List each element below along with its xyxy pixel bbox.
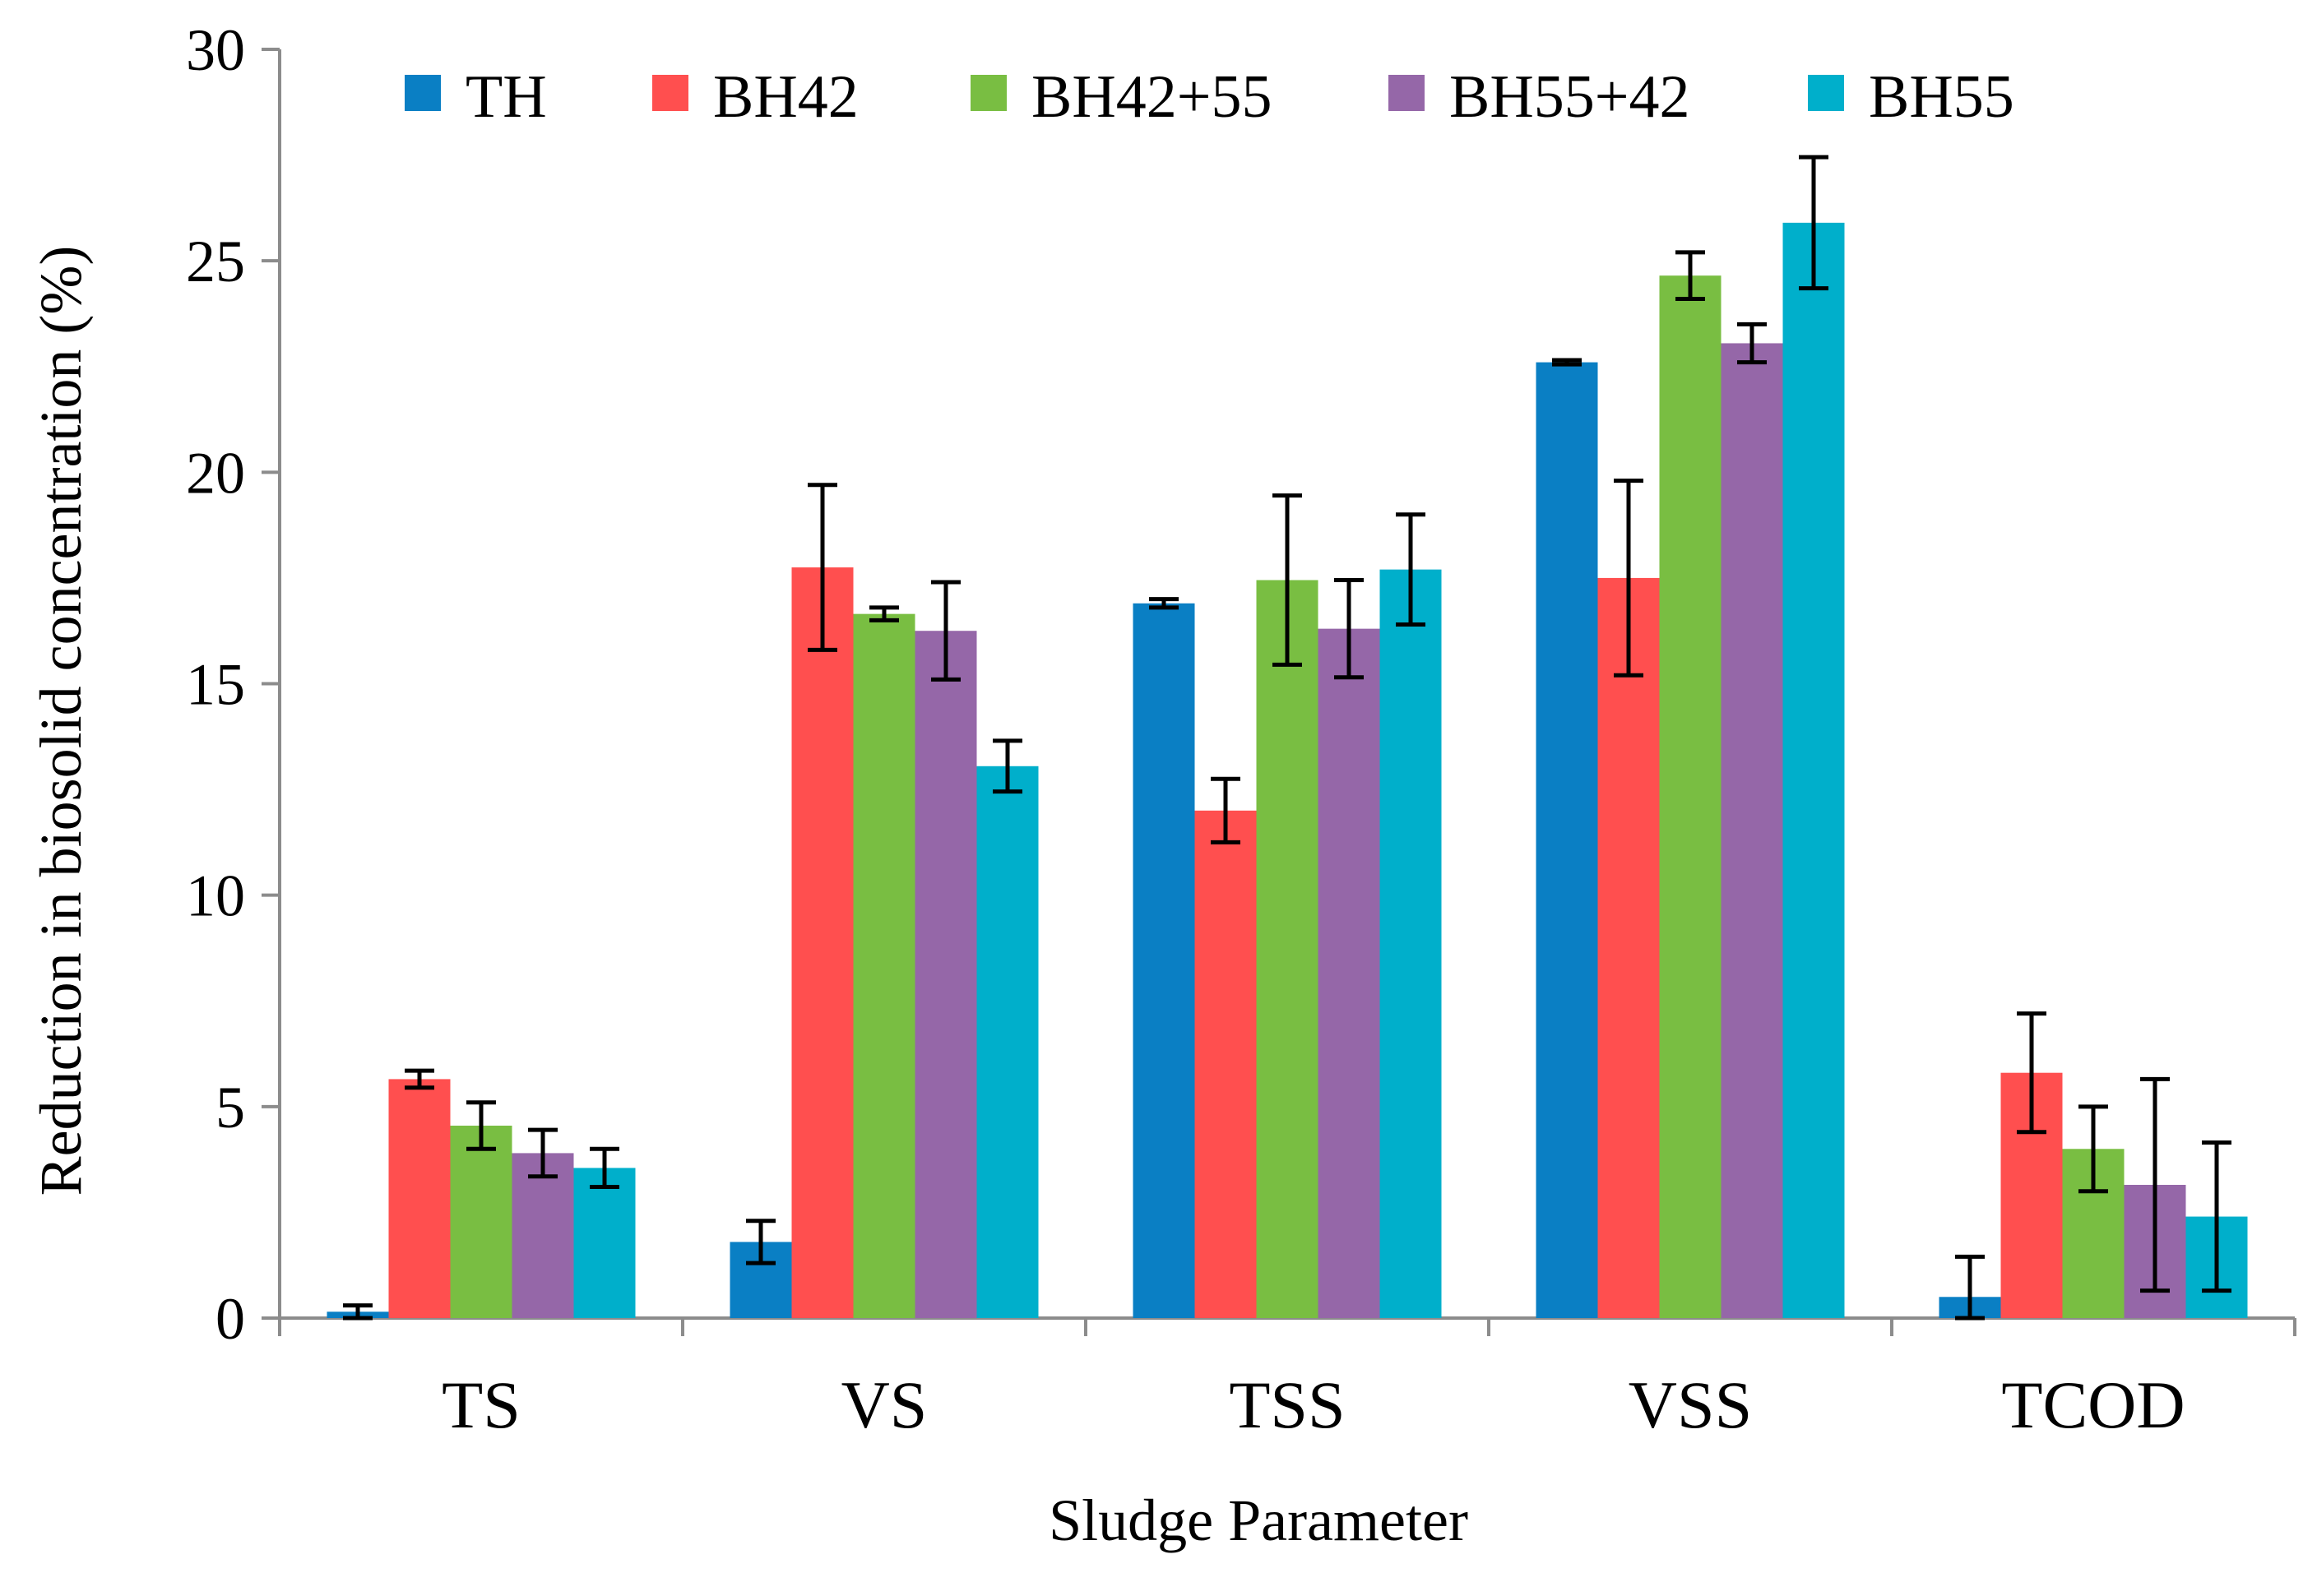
legend-item-bh42-55: BH42+55 — [971, 63, 1272, 131]
bar-bh55-42-vs — [915, 631, 977, 1318]
bar-th-vss — [1536, 362, 1598, 1318]
legend-label-bh42-55: BH42+55 — [1031, 63, 1272, 131]
bar-bh42-55-vs — [853, 613, 915, 1318]
legend-label-th: TH — [466, 63, 547, 131]
bar-bh55-ts — [573, 1168, 636, 1318]
bar-bh42-55-vss — [1659, 275, 1722, 1318]
y-tick-label: 10 — [186, 863, 245, 929]
x-tick-label-ts: TS — [442, 1367, 521, 1442]
y-tick-label: 0 — [215, 1286, 245, 1352]
y-tick-label: 5 — [215, 1075, 245, 1140]
legend-label-bh55: BH55 — [1869, 63, 2014, 131]
bar-bh42-ts — [388, 1079, 451, 1318]
bar-bh42-55-tss — [1256, 580, 1318, 1318]
x-tick-label-tss: TSS — [1229, 1367, 1345, 1442]
legend-swatch-bh42-55 — [971, 75, 1007, 111]
bar-bh55-42-vss — [1721, 343, 1783, 1318]
x-axis-title: Sludge Parameter — [1049, 1487, 1468, 1553]
legend-swatch-bh42 — [652, 75, 688, 111]
legend-item-bh55-42: BH55+42 — [1388, 63, 1690, 131]
y-tick-label: 30 — [186, 17, 245, 83]
x-tick-label-vs: VS — [841, 1367, 928, 1442]
legend-label-bh42: BH42 — [713, 63, 859, 131]
bar-th-tss — [1133, 603, 1195, 1318]
bar-bh42-vs — [791, 567, 854, 1318]
labels: 0 5 10 15 20 25 30 TS VS TSS VSS TCOD Sludge Paramet… — [28, 17, 2185, 1553]
bar-bh42-tss — [1194, 810, 1257, 1318]
legend-item-bh42: BH42 — [652, 63, 859, 131]
legend-item-bh55: BH55 — [1808, 63, 2014, 131]
bar-bh42-vss — [1597, 577, 1660, 1318]
legend-label-bh55-42: BH55+42 — [1449, 63, 1690, 131]
bar-bh55-vs — [976, 766, 1039, 1318]
error-bars — [343, 155, 2231, 1321]
y-axis-title: Reduction in biosolid concentration (%) — [28, 246, 94, 1196]
bar-bh42-55-ts — [450, 1125, 512, 1318]
legend: TH BH42 BH42+55 BH55+42 BH55 — [405, 63, 2014, 131]
y-tick-label: 20 — [186, 440, 245, 506]
legend-swatch-bh55 — [1808, 75, 1844, 111]
bar-bh55-42-tss — [1318, 628, 1380, 1318]
legend-swatch-th — [405, 75, 441, 111]
y-tick-label: 25 — [186, 229, 245, 294]
y-tick-label: 15 — [186, 652, 245, 718]
legend-item-th: TH — [405, 63, 547, 131]
x-tick-label-tcod: TCOD — [2001, 1367, 2185, 1442]
x-tick-label-vss: VSS — [1629, 1367, 1752, 1442]
bars — [327, 222, 2248, 1318]
bar-bh55-vss — [1782, 222, 1845, 1318]
bar-bh55-tss — [1379, 569, 1442, 1318]
legend-swatch-bh55-42 — [1388, 75, 1425, 111]
bar-bh55-42-ts — [512, 1153, 574, 1318]
